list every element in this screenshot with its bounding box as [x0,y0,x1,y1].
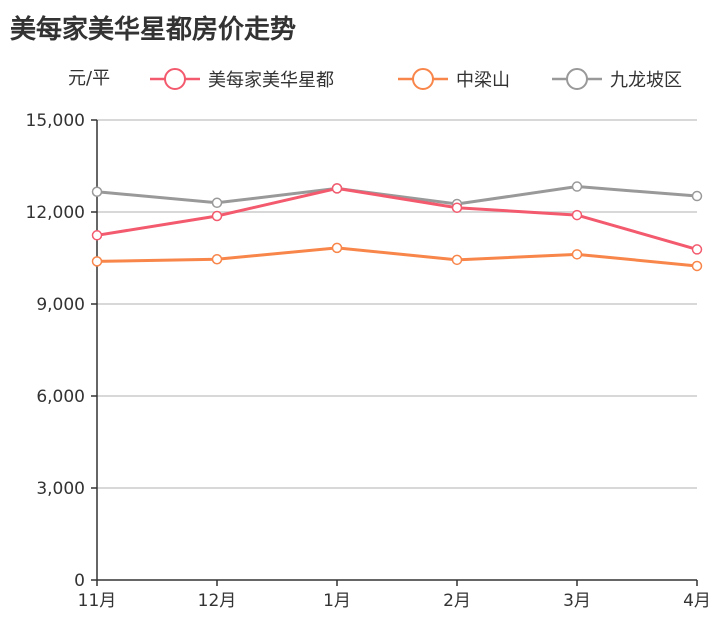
series-group [91,181,703,272]
legend-label: 九龙坡区 [610,70,682,91]
chart-title: 美每家美华星都房价走势 [10,14,296,45]
y-tick-label: 0 [74,571,85,591]
x-tick-label: 2月 [443,591,471,611]
data-point [571,209,583,221]
data-point [211,210,223,222]
legend-label: 美每家美华星都 [208,70,334,91]
y-tick-label: 15,000 [26,111,85,131]
legend-marker [566,68,588,90]
legend-label: 中梁山 [456,70,510,91]
series-line [96,186,698,251]
y-tick-label: 9,000 [36,295,85,315]
data-point [211,197,223,209]
data-point [451,254,463,266]
axes: 0 3,000 6,000 9,000 12,000 15,000 11月 12月 1月 2月 3月… [26,111,711,611]
legend: 美每家美华星都 中梁山 九龙坡区 [150,68,682,91]
series-line [96,246,698,268]
x-tick-label: 12月 [198,591,237,611]
data-point [691,260,703,272]
data-point [211,253,223,265]
x-tick-label: 11月 [78,591,117,611]
data-point [691,190,703,202]
data-point [91,186,103,198]
legend-marker [164,68,186,90]
x-tick-label: 4月 [683,591,711,611]
data-point [91,230,103,241]
data-point [331,183,343,194]
series-line [96,185,698,206]
data-point [571,181,583,192]
y-axis-unit-label: 元/平 [68,68,110,89]
data-point [91,256,103,267]
y-tick-label: 12,000 [26,203,85,223]
data-point [451,202,463,213]
data-point [331,242,343,254]
y-tick-label: 3,000 [36,479,85,499]
grid [97,119,697,489]
y-tick-label: 6,000 [36,387,85,407]
x-tick-label: 3月 [563,591,591,611]
data-point [691,244,703,255]
data-point [571,249,583,260]
legend-marker [412,68,434,90]
x-tick-label: 1月 [323,591,351,611]
